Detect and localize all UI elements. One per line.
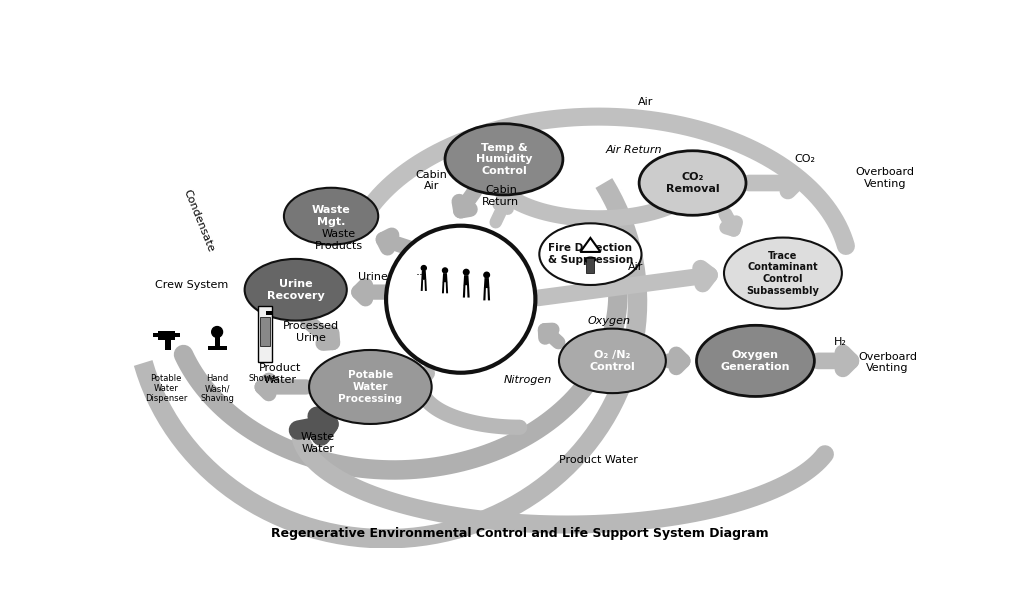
Ellipse shape [697,325,814,397]
Text: Shower: Shower [248,374,280,383]
Ellipse shape [244,259,347,320]
Text: Crew System: Crew System [154,280,228,290]
Text: Processed
Urine: Processed Urine [283,321,340,342]
Text: Potable
Water
Dispenser: Potable Water Dispenser [145,374,188,403]
Text: ···: ··· [416,269,428,282]
Text: Product
Water: Product Water [259,363,301,385]
Polygon shape [446,282,448,293]
Bar [165,339,170,351]
Circle shape [463,269,469,275]
Ellipse shape [724,238,842,309]
Ellipse shape [309,350,432,424]
Ellipse shape [585,257,595,262]
Polygon shape [467,285,469,298]
Polygon shape [463,275,469,285]
Text: Overboard
Venting: Overboard Venting [858,352,917,373]
Text: Regenerative Environmental Control and Life Support System Diagram: Regenerative Environmental Control and L… [271,527,769,540]
Text: O₂ /N₂
Control: O₂ /N₂ Control [589,350,636,371]
Polygon shape [462,285,465,298]
Text: Fire Detection
& Suppression: Fire Detection & Suppression [548,243,633,265]
Bar [215,332,220,351]
Bar [260,317,271,346]
Text: Air Return: Air Return [605,145,662,155]
Polygon shape [442,282,444,293]
Text: Air: Air [628,262,643,272]
Text: Temp &
Humidity
Control: Temp & Humidity Control [476,143,532,176]
Ellipse shape [386,225,535,373]
Text: Air: Air [638,97,653,107]
Polygon shape [421,280,423,291]
Bar [208,346,227,351]
Ellipse shape [539,224,642,285]
Ellipse shape [639,151,746,215]
Text: H₂: H₂ [834,337,847,347]
Bar [259,306,272,362]
Text: Potable
Water
Processing: Potable Water Processing [339,370,403,403]
Circle shape [421,265,426,270]
Bar [266,311,272,315]
Text: Cabin
Return: Cabin Return [483,185,519,207]
Ellipse shape [445,124,563,195]
Polygon shape [580,238,600,252]
Text: Product Water: Product Water [559,455,638,466]
Text: Urine
Recovery: Urine Recovery [267,279,324,301]
Polygon shape [425,280,427,291]
Ellipse shape [559,328,666,393]
Bar [153,333,180,338]
Bar [158,331,175,341]
Circle shape [212,326,222,338]
Text: CO₂: CO₂ [794,154,815,164]
Circle shape [442,268,447,273]
Ellipse shape [284,188,378,245]
Text: CO₂
Removal: CO₂ Removal [666,172,719,194]
Text: Oxygen: Oxygen [588,315,631,326]
Text: Nitrogen: Nitrogen [503,375,552,385]
Polygon shape [484,278,490,288]
Text: Condensate: Condensate [182,188,216,254]
Text: Urine: Urine [358,272,387,282]
Text: Overboard
Venting: Overboard Venting [856,168,915,189]
Text: Waste
Mgt.: Waste Mgt. [311,205,351,227]
Polygon shape [442,274,447,282]
Polygon shape [421,271,426,280]
Polygon shape [488,288,490,301]
Text: Oxygen
Generation: Oxygen Generation [721,350,790,371]
Text: Waste
Products: Waste Products [315,229,363,251]
Bar [586,258,594,274]
Text: Hand
Wash/
Shaving: Hand Wash/ Shaving [200,374,234,403]
Text: Waste
Water: Waste Water [300,432,335,454]
Text: Cabin
Air: Cabin Air [416,170,447,192]
Circle shape [484,272,490,278]
Polygon shape [484,288,486,301]
Text: Trace
Contaminant
Control
Subassembly: Trace Contaminant Control Subassembly [746,251,819,296]
